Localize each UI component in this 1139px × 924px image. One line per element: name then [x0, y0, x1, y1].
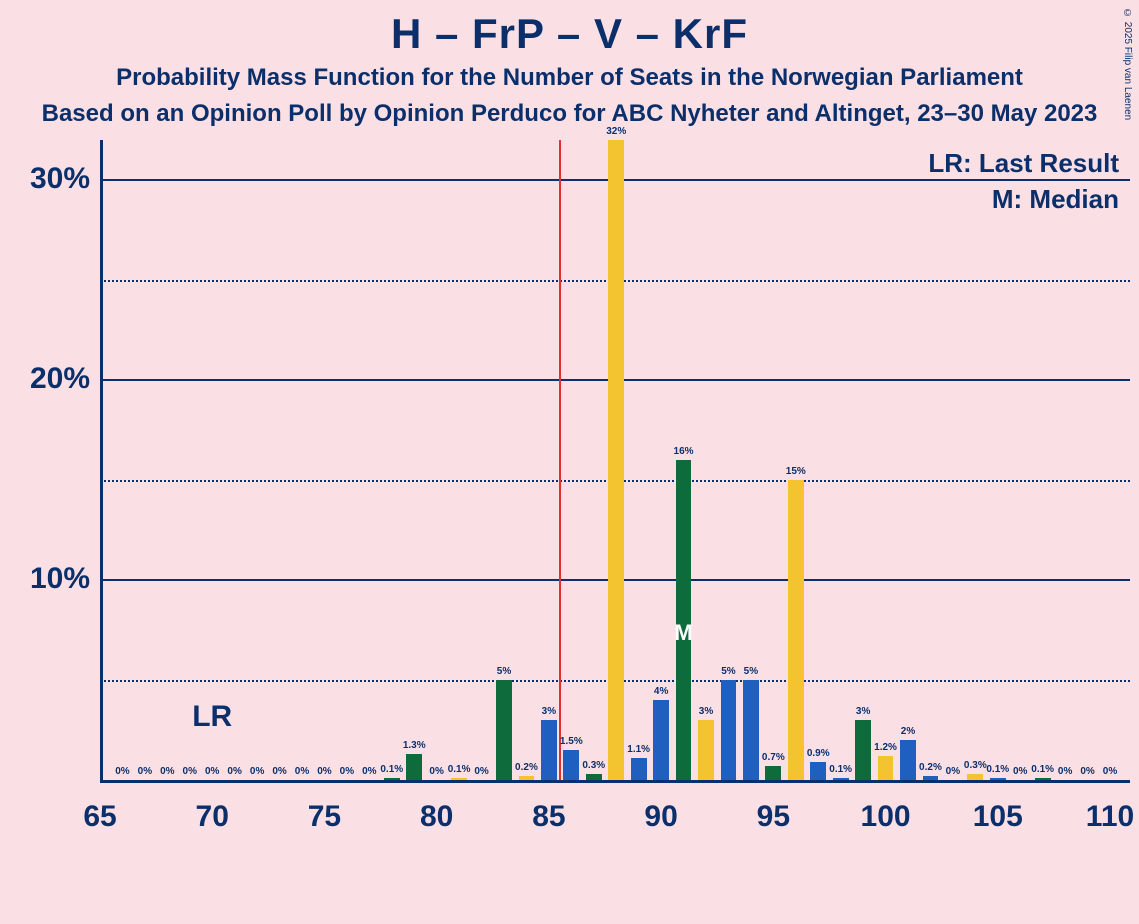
bar [406, 754, 422, 780]
x-tick-label: 70 [196, 800, 229, 834]
m-marker: M [674, 620, 692, 646]
bar-value-label: 1.3% [403, 740, 426, 751]
pmf-chart: H – FrP – V – KrF Probability Mass Funct… [0, 0, 1139, 924]
bar-value-label: 0% [362, 766, 376, 777]
bar [653, 700, 669, 780]
bar-value-label: 0.1% [448, 764, 471, 775]
bar-value-label: 0% [317, 766, 331, 777]
bar [721, 680, 737, 780]
chart-title: H – FrP – V – KrF [0, 10, 1139, 58]
bar-value-label: 0% [1103, 766, 1117, 777]
bar-value-label: 0% [250, 766, 264, 777]
x-tick-label: 90 [644, 800, 677, 834]
bar-value-label: 3% [699, 706, 713, 717]
bar-value-label: 16% [674, 446, 694, 457]
bar [765, 766, 781, 780]
bar [608, 140, 624, 780]
bar-value-label: 2% [901, 726, 915, 737]
bar-value-label: 0% [205, 766, 219, 777]
y-tick-label: 30% [4, 162, 90, 196]
bar-value-label: 0.1% [829, 764, 852, 775]
bar [384, 778, 400, 780]
y-tick-label: 20% [4, 362, 90, 396]
bar-value-label: 15% [786, 466, 806, 477]
bar-value-label: 5% [497, 666, 511, 677]
bar-value-label: 3% [856, 706, 870, 717]
bar-value-label: 3% [542, 706, 556, 717]
bar [496, 680, 512, 780]
bar [990, 778, 1006, 780]
bar-value-label: 0.3% [964, 760, 987, 771]
bar-value-label: 5% [744, 666, 758, 677]
bar-value-label: 0% [295, 766, 309, 777]
x-tick-label: 110 [1086, 800, 1134, 834]
bar-value-label: 0.1% [1031, 764, 1054, 775]
chart-subtitle-1: Probability Mass Function for the Number… [0, 64, 1139, 92]
x-tick-label: 75 [308, 800, 341, 834]
bar-value-label: 0% [946, 766, 960, 777]
bar-value-label: 0% [429, 766, 443, 777]
bar [519, 776, 535, 780]
bar-value-label: 0% [227, 766, 241, 777]
x-tick-label: 80 [420, 800, 453, 834]
x-axis [100, 780, 1130, 783]
bar-value-label: 0.7% [762, 752, 785, 763]
bar-value-label: 0.2% [515, 762, 538, 773]
bar [833, 778, 849, 780]
copyright-text: © 2025 Filip van Laenen [1122, 8, 1133, 120]
x-tick-label: 85 [532, 800, 565, 834]
bar-value-label: 5% [721, 666, 735, 677]
legend-m: M: Median [992, 184, 1119, 215]
bar [451, 778, 467, 780]
bar-value-label: 0% [138, 766, 152, 777]
y-axis [100, 140, 103, 780]
bar-value-label: 1.2% [874, 742, 897, 753]
bar [967, 774, 983, 780]
bar-value-label: 0% [272, 766, 286, 777]
bar-value-label: 1.5% [560, 736, 583, 747]
bar-value-label: 0% [340, 766, 354, 777]
bar [698, 720, 714, 780]
bar [563, 750, 579, 780]
bar [586, 774, 602, 780]
x-tick-label: 65 [83, 800, 116, 834]
bar-value-label: 0% [183, 766, 197, 777]
bar-value-label: 0% [1013, 766, 1027, 777]
x-tick-label: 100 [861, 800, 911, 834]
bar-value-label: 0.3% [582, 760, 605, 771]
chart-subtitle-2: Based on an Opinion Poll by Opinion Perd… [0, 100, 1139, 128]
bar [923, 776, 939, 780]
y-tick-label: 10% [4, 562, 90, 596]
bar-value-label: 0.1% [986, 764, 1009, 775]
bar-value-label: 0% [160, 766, 174, 777]
bar-value-label: 32% [606, 126, 626, 137]
lr-marker: LR [192, 700, 232, 734]
bar-value-label: 0% [115, 766, 129, 777]
bar [788, 480, 804, 780]
bar [631, 758, 647, 780]
bar [810, 762, 826, 780]
bar-value-label: 0.1% [380, 764, 403, 775]
bar-value-label: 0.2% [919, 762, 942, 773]
x-tick-label: 95 [757, 800, 790, 834]
bar [878, 756, 894, 780]
bar [855, 720, 871, 780]
bar-value-label: 0% [1080, 766, 1094, 777]
bar [541, 720, 557, 780]
legend-lr: LR: Last Result [928, 148, 1119, 179]
bar-value-label: 0% [1058, 766, 1072, 777]
bar [900, 740, 916, 780]
bar-value-label: 0% [474, 766, 488, 777]
bar [1035, 778, 1051, 780]
bar-value-label: 4% [654, 686, 668, 697]
bar-value-label: 1.1% [627, 744, 650, 755]
bar-value-label: 0.9% [807, 748, 830, 759]
x-tick-label: 105 [973, 800, 1023, 834]
median-line [559, 140, 561, 780]
bar [743, 680, 759, 780]
